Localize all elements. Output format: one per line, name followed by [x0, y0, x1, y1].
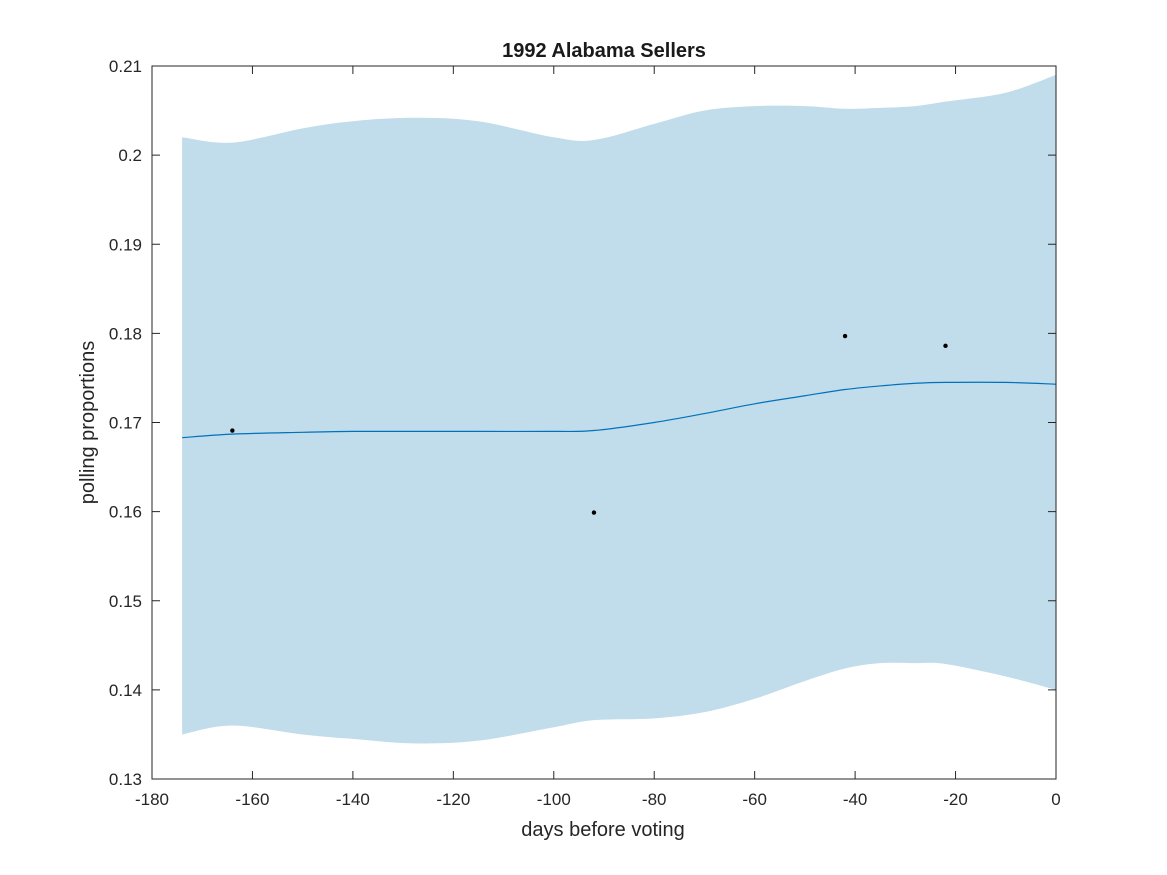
- mean-line: [182, 381, 1057, 439]
- x-tick-label: -40: [843, 790, 868, 809]
- data-point-2: [842, 333, 848, 339]
- x-tick-label: -140: [336, 790, 370, 809]
- y-tick-label: 0.17: [109, 414, 142, 433]
- y-tick-label: 0.14: [109, 681, 142, 700]
- y-axis: 0.13 0.14 0.15 0.16 0.17 0.18 0.19 0.2 0.21: [109, 57, 1056, 789]
- y-tick-label: 0.2: [118, 146, 142, 165]
- y-axis-label: polling proportions: [77, 341, 99, 504]
- data-point-0: [230, 428, 235, 433]
- y-tick-label: 0.21: [109, 57, 142, 76]
- x-tick-label: -80: [642, 790, 667, 809]
- x-tick-label: -60: [742, 790, 767, 809]
- data-point-3: [943, 343, 948, 349]
- data-point-1: [591, 510, 597, 515]
- y-tick-label: 0.19: [109, 235, 142, 254]
- x-tick-label: -100: [537, 790, 571, 809]
- x-tick-label: -20: [943, 790, 968, 809]
- x-tick-label: -160: [235, 790, 269, 809]
- x-tick-label: -120: [436, 790, 470, 809]
- x-axis-label: days before voting: [521, 819, 684, 841]
- y-tick-label: 0.18: [109, 324, 142, 343]
- data-points: [230, 333, 948, 515]
- x-tick-label: 0: [1051, 790, 1060, 809]
- y-tick-label: 0.15: [109, 592, 142, 611]
- x-axis: -180 -160 -140 -120 -100 -80 -60 -40 -20 0: [135, 66, 1061, 809]
- y-tick-label: 0.13: [109, 770, 142, 789]
- y-tick-label: 0.16: [109, 503, 142, 522]
- x-tick-label: -180: [135, 790, 169, 809]
- plot-area: [182, 74, 1057, 744]
- confidence-band: [182, 74, 1056, 744]
- chart-title: 1992 Alabama Sellers: [502, 40, 706, 62]
